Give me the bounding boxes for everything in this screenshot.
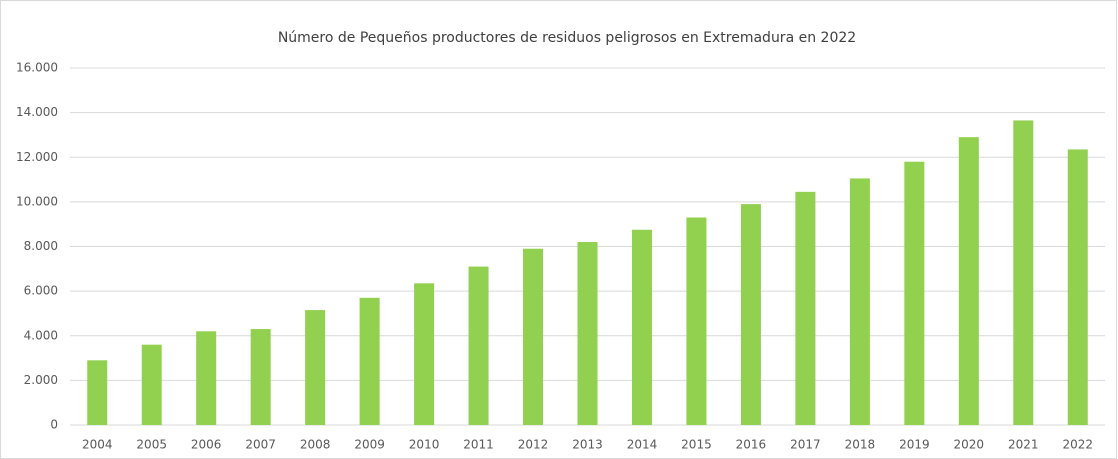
bar <box>468 266 489 425</box>
bar <box>849 178 870 425</box>
x-tick-label: 2017 <box>790 438 821 452</box>
bar <box>631 229 652 425</box>
x-tick-label: 2015 <box>681 438 712 452</box>
x-tick-label: 2011 <box>463 438 494 452</box>
x-tick-label: 2005 <box>136 438 167 452</box>
bar <box>958 137 979 425</box>
y-tick-label: 0 <box>50 418 58 432</box>
x-tick-label: 2020 <box>954 438 985 452</box>
y-tick-label: 14.000 <box>16 105 58 119</box>
bar <box>1013 120 1034 425</box>
x-tick-label: 2007 <box>245 438 276 452</box>
x-tick-label: 2009 <box>354 438 385 452</box>
bar <box>577 242 598 425</box>
bar <box>740 204 761 425</box>
bar <box>305 310 326 425</box>
x-tick-label: 2010 <box>409 438 440 452</box>
bar <box>1067 149 1088 426</box>
bar <box>141 344 162 425</box>
bar <box>904 161 925 425</box>
y-tick-label: 2.000 <box>24 373 58 387</box>
bar <box>414 283 435 425</box>
x-tick-label: 2018 <box>845 438 876 452</box>
bar <box>359 297 380 425</box>
bar <box>795 191 816 425</box>
x-tick-label: 2019 <box>899 438 930 452</box>
bar <box>196 331 217 425</box>
x-tick-label: 2004 <box>82 438 113 452</box>
x-tick-label: 2016 <box>736 438 767 452</box>
x-tick-label: 2014 <box>627 438 658 452</box>
y-tick-label: 10.000 <box>16 194 58 208</box>
chart-title: Número de Pequeños productores de residu… <box>278 30 856 46</box>
bar <box>87 360 108 425</box>
x-tick-label: 2012 <box>518 438 549 452</box>
x-tick-label: 2022 <box>1062 438 1093 452</box>
bar <box>686 217 707 425</box>
x-tick-label: 2006 <box>191 438 222 452</box>
y-tick-label: 12.000 <box>16 150 58 164</box>
y-tick-label: 16.000 <box>16 61 58 75</box>
bar <box>523 248 544 425</box>
y-tick-label: 6.000 <box>24 284 58 298</box>
x-tick-label: 2021 <box>1008 438 1039 452</box>
y-tick-label: 8.000 <box>24 239 58 253</box>
x-tick-label: 2008 <box>300 438 331 452</box>
y-tick-label: 4.000 <box>24 328 58 342</box>
x-tick-label: 2013 <box>572 438 603 452</box>
bar <box>250 329 271 425</box>
